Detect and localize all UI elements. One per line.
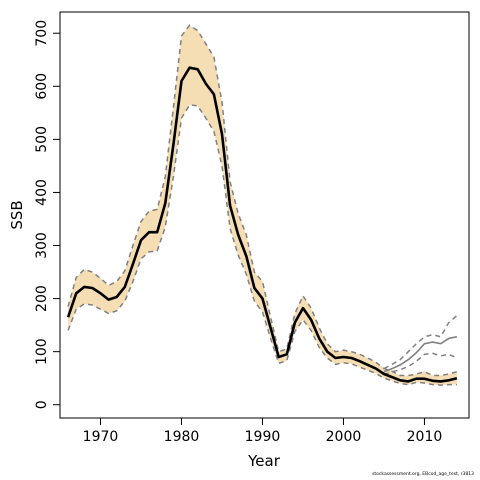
x-tick-label-1990: 1990 bbox=[245, 429, 281, 445]
x-axis-title: Year bbox=[247, 452, 281, 470]
x-tick-label-2010: 2010 bbox=[407, 429, 443, 445]
y-tick-label-0: 0 bbox=[34, 400, 50, 409]
footnote: stockassessment.org, EBcod_age_test, r38… bbox=[372, 472, 474, 477]
x-tick-label-2000: 2000 bbox=[326, 429, 362, 445]
y-tick-label-500: 500 bbox=[34, 126, 50, 153]
estimate-layer bbox=[66, 66, 458, 383]
y-tick-label-700: 700 bbox=[34, 20, 50, 47]
bounds-layer bbox=[67, 24, 458, 386]
confidence-band bbox=[68, 25, 457, 386]
retrospective-layer bbox=[383, 315, 458, 376]
y-axis-title: SSB bbox=[8, 200, 26, 229]
retrospective-line bbox=[383, 336, 458, 373]
upper-bound-line bbox=[67, 24, 458, 377]
plot-frame bbox=[59, 11, 470, 419]
lower-bound-line bbox=[67, 104, 457, 386]
confidence-band-layer bbox=[68, 25, 457, 386]
ssb-estimate-line bbox=[66, 66, 458, 383]
x-tick-label-1980: 1980 bbox=[164, 429, 200, 445]
y-tick-label-100: 100 bbox=[34, 338, 50, 365]
x-tick-label-1970: 1970 bbox=[83, 429, 119, 445]
x-axis: 1970 1980 1990 2000 2010 bbox=[83, 418, 443, 445]
y-tick-label-300: 300 bbox=[34, 232, 50, 259]
y-tick-label-400: 400 bbox=[34, 179, 50, 206]
retrospective-lower-line bbox=[383, 352, 458, 376]
y-axis: 0 100 200 300 400 500 600 700 bbox=[34, 20, 60, 409]
y-tick-label-600: 600 bbox=[34, 73, 50, 100]
y-tick-label-200: 200 bbox=[34, 285, 50, 312]
retrospective-upper-line bbox=[383, 315, 458, 370]
